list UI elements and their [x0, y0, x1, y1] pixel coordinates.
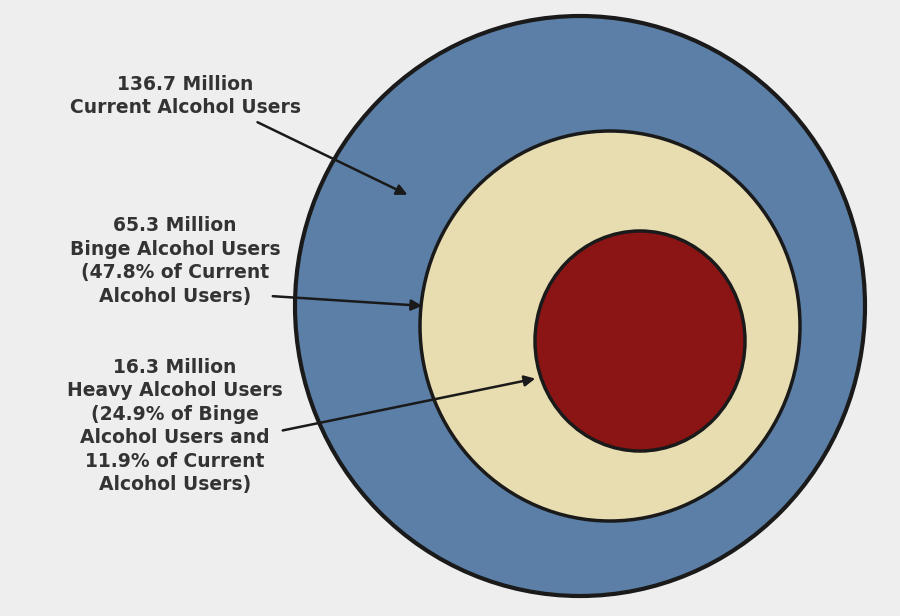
Ellipse shape: [420, 131, 800, 521]
Text: 136.7 Million
Current Alcohol Users: 136.7 Million Current Alcohol Users: [69, 75, 301, 117]
Text: 16.3 Million
Heavy Alcohol Users
(24.9% of Binge
Alcohol Users and
11.9% of Curr: 16.3 Million Heavy Alcohol Users (24.9% …: [68, 358, 283, 494]
Ellipse shape: [295, 16, 865, 596]
Ellipse shape: [535, 231, 745, 451]
Text: 65.3 Million
Binge Alcohol Users
(47.8% of Current
Alcohol Users): 65.3 Million Binge Alcohol Users (47.8% …: [69, 216, 280, 306]
